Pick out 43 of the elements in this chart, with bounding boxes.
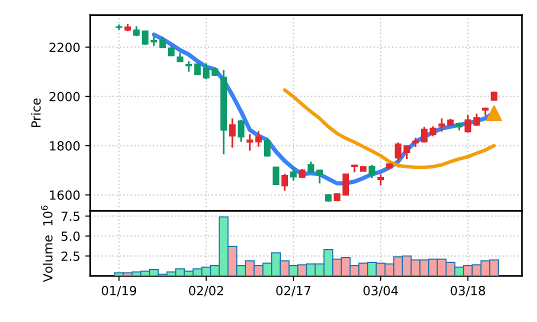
candlestick — [368, 164, 376, 179]
candlestick — [150, 36, 158, 47]
candlestick — [394, 142, 402, 162]
candlestick — [464, 114, 472, 134]
y-tick-label: 1800 — [50, 141, 80, 151]
x-tick-label: 02/17 — [276, 286, 310, 296]
candlestick — [272, 166, 280, 186]
candlestick — [142, 30, 148, 46]
candlestick — [168, 44, 175, 56]
candlestick — [202, 62, 210, 80]
candlestick — [473, 112, 480, 127]
x-tick-label: 03/18 — [450, 286, 486, 296]
line-series — [282, 88, 496, 170]
y-axis-title: Volume 10$^{6}$ — [41, 206, 53, 282]
x-tick-label: 03/04 — [363, 286, 398, 296]
candlestick — [438, 117, 446, 132]
candlestick — [404, 144, 410, 160]
y-tick-label: 1600 — [50, 190, 80, 200]
candlestick — [246, 133, 254, 152]
candlestick — [430, 125, 436, 138]
candlestick — [281, 172, 288, 192]
candlestick — [159, 36, 166, 48]
y-tick-label: 2.5 — [62, 251, 80, 261]
y-axis-title: Price — [31, 98, 41, 128]
candlestick — [290, 166, 297, 182]
candlestick — [420, 126, 428, 144]
candlestick — [412, 136, 419, 148]
y-tick-label: 2200 — [50, 42, 80, 52]
candlestick — [490, 90, 498, 102]
candlestick — [316, 169, 323, 184]
candlestick — [255, 130, 262, 148]
x-tick-label: 01/19 — [102, 286, 136, 296]
candlestick — [185, 60, 192, 73]
x-tick-label: 02/02 — [189, 286, 223, 296]
candlestick — [194, 63, 201, 76]
y-tick-label: 2000 — [50, 92, 80, 102]
candlestick — [238, 118, 244, 143]
y-tick-label: 7.5 — [62, 212, 80, 222]
candlestick — [229, 117, 236, 148]
y-tick-label: 5.0 — [62, 232, 80, 241]
candlestick — [342, 174, 350, 196]
candlestick — [377, 173, 384, 186]
candlestick — [264, 137, 271, 158]
